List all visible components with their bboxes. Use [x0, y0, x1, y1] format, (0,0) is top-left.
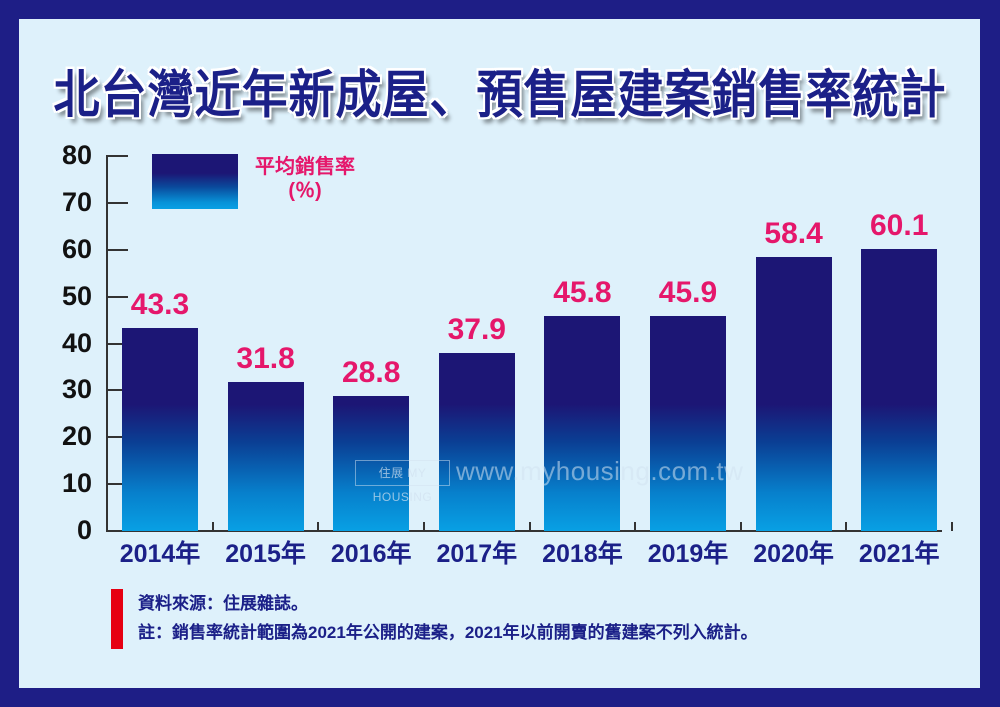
bar-value-label: 37.9 — [447, 313, 506, 347]
note-marker — [111, 589, 123, 649]
y-tick-label: 10 — [61, 468, 92, 499]
x-tick-mark — [951, 522, 953, 531]
x-tick-label: 2020年 — [753, 540, 834, 568]
bar-2016 — [333, 396, 410, 531]
x-tick-mark — [211, 522, 214, 531]
x-tick-mark — [845, 522, 848, 531]
y-tick-mark — [106, 248, 128, 251]
x-tick-mark — [423, 522, 425, 531]
x-tick-mark — [528, 522, 531, 531]
bar-value-label: 45.9 — [658, 275, 718, 309]
x-axis-line — [106, 530, 942, 532]
bar-2014 — [122, 328, 198, 531]
y-tick-mark — [106, 436, 128, 439]
y-tick-label: 50 — [61, 280, 92, 311]
bar-2021 — [861, 249, 938, 531]
x-tick-label: 2018年 — [542, 540, 623, 568]
y-tick-mark — [106, 201, 128, 204]
x-tick-mark — [634, 522, 637, 531]
watermark: 住展 MY HOUSINGwww.myhousing.com.tw — [355, 456, 744, 504]
x-tick-label: 2019年 — [647, 540, 729, 568]
bar-value-label: 60.1 — [869, 209, 929, 243]
watermark-url: www.myhousing.com.tw — [456, 456, 744, 486]
x-tick-label: 2017年 — [436, 540, 518, 568]
bar-2019 — [650, 315, 726, 531]
y-tick-label: 0 — [76, 515, 92, 545]
source-note: 資料來源：住展雜誌。 — [138, 594, 308, 613]
chart-title: 北台灣近年新成屋、預售屋建案銷售率統計 — [53, 65, 947, 124]
y-tick-label: 80 — [61, 140, 92, 170]
bar-2020 — [755, 257, 832, 531]
x-tick-label: 2014年 — [119, 540, 201, 568]
x-tick-mark — [739, 522, 742, 531]
x-tick-label: 2015年 — [225, 540, 306, 568]
bar-2015 — [227, 381, 304, 531]
legend-label-line2: (％) — [288, 180, 322, 202]
y-tick-mark — [106, 389, 128, 392]
y-tick-mark — [106, 483, 128, 486]
watermark-logo-icon: 住展 MY HOUSING — [355, 460, 450, 504]
x-tick-mark — [317, 522, 320, 531]
bar-value-label: 28.8 — [341, 356, 401, 389]
legend-label: 平均銷售率 (％) — [245, 155, 365, 203]
y-tick-label: 60 — [61, 233, 92, 264]
y-tick-label: 30 — [61, 374, 92, 405]
y-tick-label: 70 — [61, 186, 92, 217]
x-tick-label: 2016年 — [330, 540, 412, 568]
remark-note: 註：銷售率統計範圍為2021年公開的建案，2021年以前開賣的舊建案不列入統計。 — [138, 623, 758, 642]
bar-2017 — [438, 353, 515, 531]
bar-value-label: 31.8 — [236, 341, 295, 375]
y-tick-mark — [106, 342, 128, 345]
bar-value-label: 45.8 — [553, 276, 612, 310]
y-tick-mark — [106, 155, 128, 157]
legend-swatch — [152, 154, 238, 209]
bar-value-label: 58.4 — [764, 217, 823, 251]
bar-value-label: 43.3 — [130, 288, 190, 322]
x-tick-label: 2021年 — [858, 540, 940, 568]
y-tick-label: 40 — [61, 327, 92, 358]
y-tick-label: 20 — [61, 421, 92, 452]
y-tick-mark — [106, 295, 128, 298]
bar-2018 — [544, 316, 621, 531]
legend-label-line1: 平均銷售率 — [255, 156, 355, 178]
